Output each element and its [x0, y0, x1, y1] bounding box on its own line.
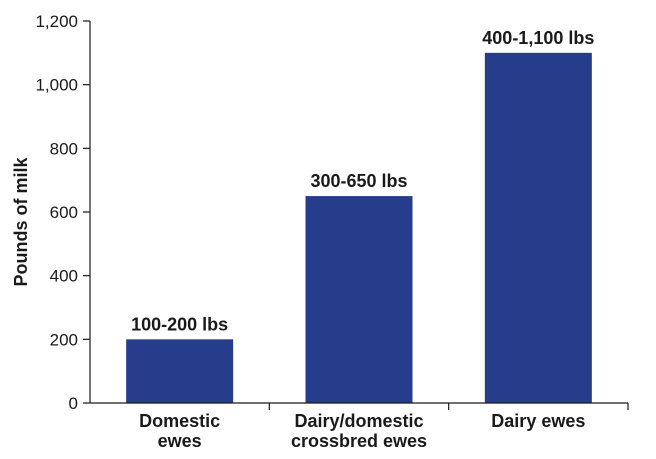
y-tick-label: 1,200: [35, 12, 78, 31]
y-tick-label: 400: [50, 267, 78, 286]
bar: [126, 339, 234, 403]
x-category-label-line: Domestic: [139, 411, 220, 431]
x-category-label-line: ewes: [158, 431, 202, 451]
y-ticks-layer: 0 200 400 600 800 1,000 1,200: [35, 12, 629, 413]
data-labels-layer: 100-200 lbs 300-650 lbs 400-1,100 lbs: [131, 28, 594, 335]
bar: [484, 52, 592, 403]
y-tick-label: 800: [50, 139, 78, 158]
x-category-label-line: crossbred ewes: [291, 431, 427, 451]
y-tick-label: 1,000: [35, 76, 78, 95]
bar-data-label: 100-200 lbs: [131, 314, 228, 334]
x-category-label: Dairy/domestic crossbred ewes: [291, 411, 427, 451]
x-categories-layer: Domestic ewes Dairy/domestic crossbred ewes…: [139, 411, 585, 451]
x-category-label-line: Dairy/domestic: [294, 411, 423, 431]
y-tick-label: 600: [50, 203, 78, 222]
y-axis-title: Pounds of milk: [11, 157, 31, 287]
bar: [305, 196, 413, 403]
bar-data-label: 400-1,100 lbs: [482, 28, 594, 48]
x-category-label: Dairy ewes: [491, 411, 585, 431]
y-tick-label: 200: [50, 330, 78, 349]
x-category-label-line: Dairy ewes: [491, 411, 585, 431]
bar-data-label: 300-650 lbs: [310, 171, 407, 191]
x-category-label: Domestic ewes: [139, 411, 220, 451]
bars-layer: [126, 52, 592, 403]
y-tick-label: 0: [69, 394, 78, 413]
